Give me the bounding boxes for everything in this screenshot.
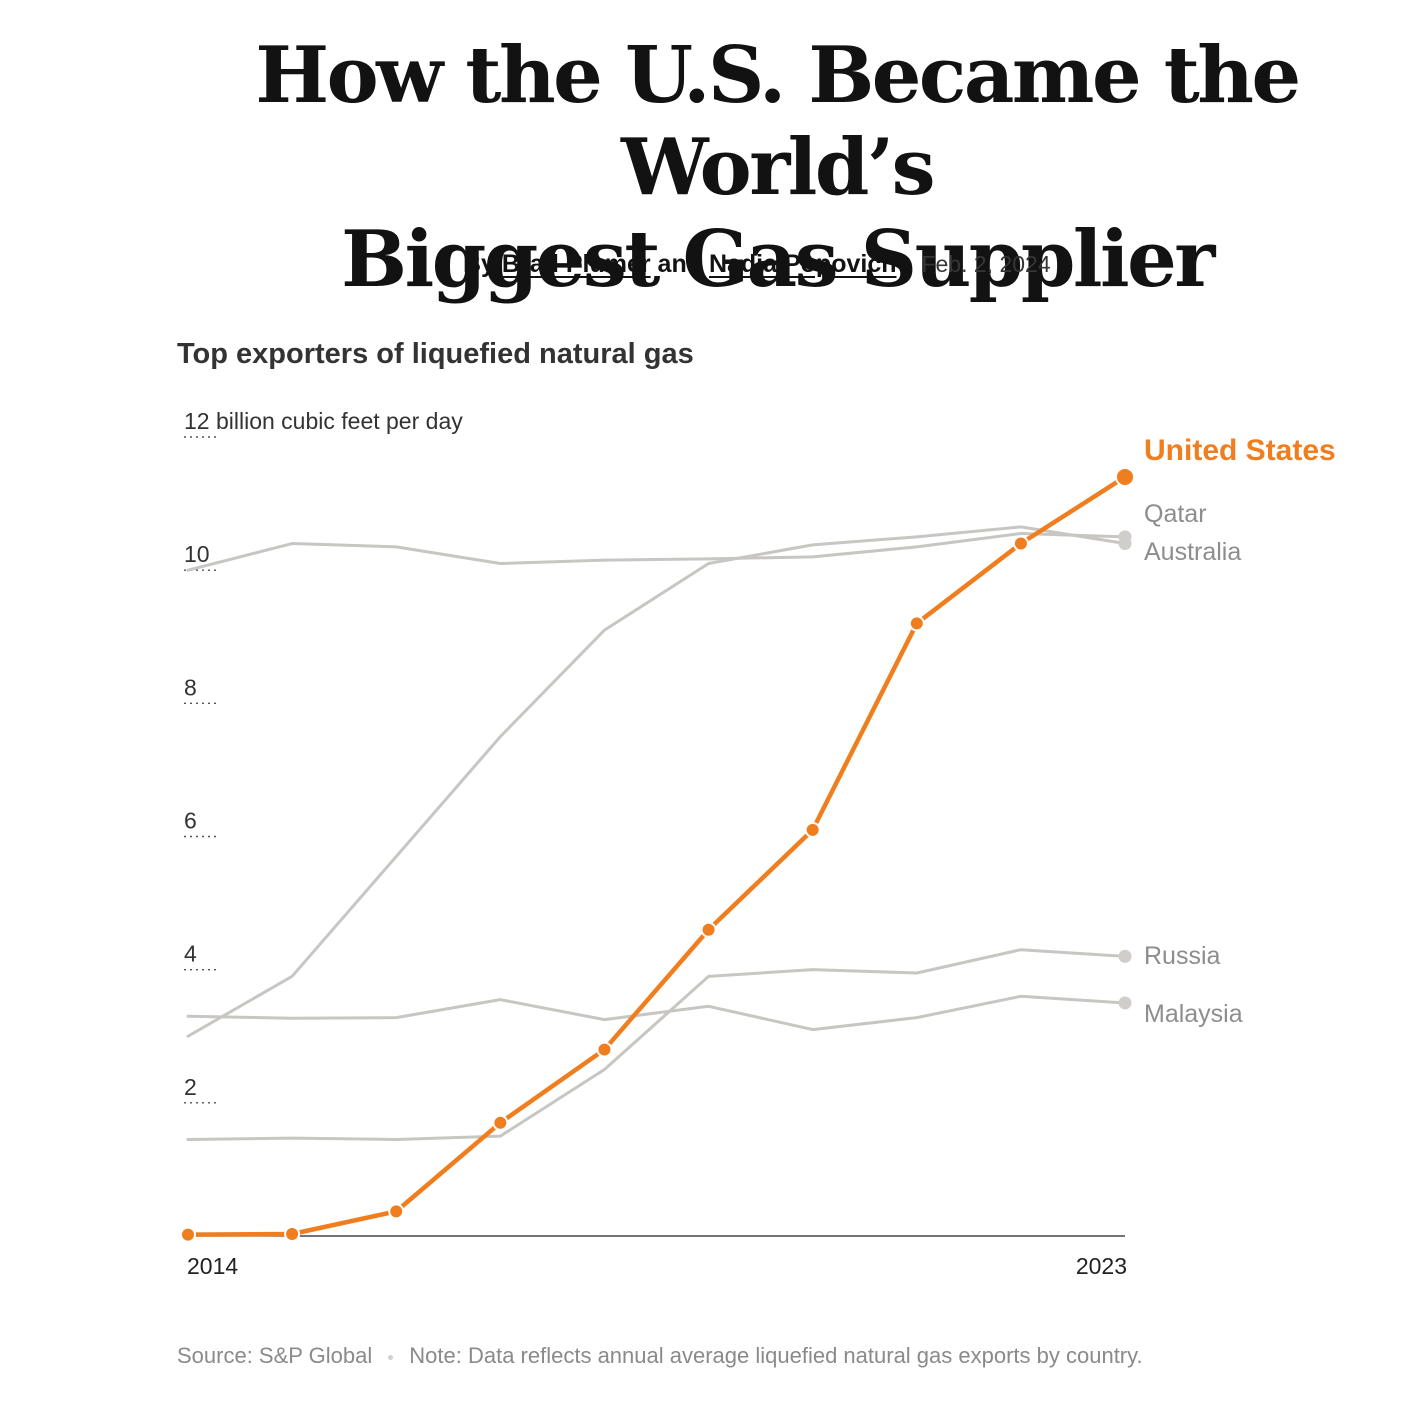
byline-prefix: By — [463, 250, 495, 278]
y-tick-label: 12 billion cubic feet per day — [184, 408, 463, 434]
data-note: Note: Data reflects annual average lique… — [409, 1343, 1143, 1368]
data-point-united-states — [804, 821, 821, 838]
data-point-united-states — [1012, 535, 1029, 552]
y-tick-label: 2 — [184, 1074, 197, 1100]
x-tick-label: 2023 — [1076, 1253, 1127, 1279]
data-point-united-states — [388, 1203, 405, 1220]
end-dot-australia — [1118, 537, 1132, 551]
chart-footer: Source: S&P Global Note: Data reflects an… — [177, 1343, 1143, 1369]
author-link-2[interactable]: Nadja Popovich — [708, 250, 897, 278]
headline-line-1: How the U.S. Became the World’s — [255, 30, 1301, 213]
series-label-united-states: United States — [1144, 434, 1336, 467]
series-label-qatar: Qatar — [1144, 500, 1207, 528]
source-note: Source: S&P Global — [177, 1343, 373, 1368]
series-line-united-states — [185, 474, 1128, 1237]
y-tick-label: 6 — [184, 808, 197, 834]
end-dot-russia — [1118, 949, 1132, 963]
byline: By Brad Plumer and Nadja Popovich Feb. 2… — [463, 250, 1051, 279]
data-point-united-states — [1115, 466, 1135, 487]
headline-line-2: Biggest Gas Supplier — [341, 214, 1215, 305]
data-point-united-states — [908, 615, 925, 632]
data-point-united-states — [492, 1114, 509, 1131]
data-point-united-states — [596, 1041, 613, 1058]
series-label-malaysia: Malaysia — [1144, 1000, 1243, 1028]
chart-title: Top exporters of liquefied natural gas — [177, 338, 694, 370]
data-point-united-states — [180, 1226, 196, 1243]
series-line-australia — [186, 525, 1127, 1038]
publish-date: Feb. 2, 2024 — [921, 251, 1051, 277]
series-label-australia: Australia — [1144, 538, 1241, 566]
series-label-russia: Russia — [1144, 942, 1221, 970]
data-point-united-states — [284, 1226, 301, 1243]
series-line-malaysia — [186, 994, 1127, 1032]
byline-and: and — [657, 250, 702, 278]
end-dot-malaysia — [1118, 996, 1132, 1010]
separator-dot — [388, 1354, 394, 1360]
series-line-russia — [186, 948, 1127, 1141]
article-headline: How the U.S. Became the World’s Biggest … — [0, 30, 1409, 306]
series-line-qatar — [186, 532, 1127, 572]
y-tick-label: 4 — [184, 941, 197, 967]
author-link-1[interactable]: Brad Plumer — [501, 250, 651, 278]
y-tick-label: 10 — [184, 541, 210, 567]
data-point-united-states — [700, 921, 717, 938]
x-tick-label: 2014 — [187, 1253, 238, 1279]
y-tick-label: 8 — [184, 674, 197, 700]
